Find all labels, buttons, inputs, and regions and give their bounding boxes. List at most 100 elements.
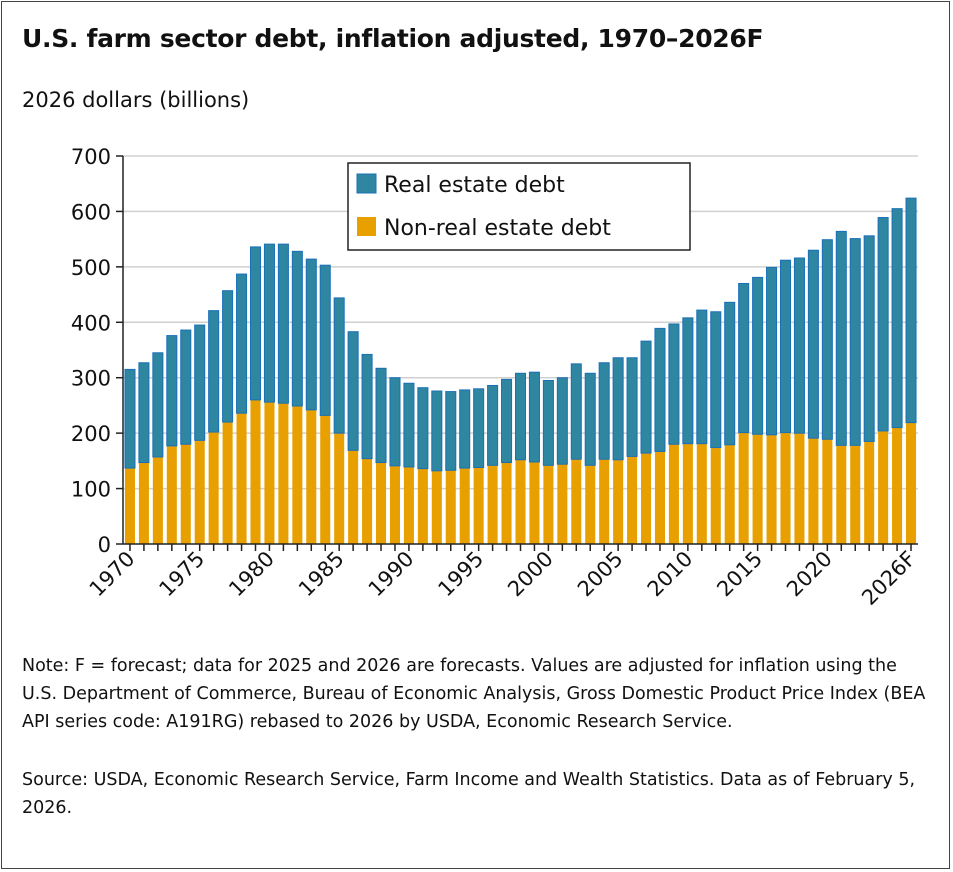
- bar-real-estate-debt: [556, 377, 568, 465]
- bar-non-real-estate-debt: [180, 444, 191, 544]
- bar-real-estate-debt: [682, 317, 694, 445]
- bar-non-real-estate-debt: [836, 445, 847, 544]
- bar-non-real-estate-debt: [543, 465, 554, 544]
- bar-non-real-estate-debt: [529, 461, 540, 544]
- bar-real-estate-debt: [807, 249, 819, 439]
- bar-non-real-estate-debt: [822, 439, 833, 544]
- bar-non-real-estate-debt: [501, 462, 512, 544]
- bar-non-real-estate-debt: [571, 459, 582, 544]
- bar-real-estate-debt: [347, 331, 359, 451]
- bar-real-estate-debt: [849, 238, 861, 446]
- bar-non-real-estate-debt: [808, 438, 819, 544]
- bar-real-estate-debt: [626, 357, 638, 457]
- bar-non-real-estate-debt: [627, 456, 638, 544]
- bar-non-real-estate-debt: [152, 456, 163, 544]
- legend-swatch-real-estate-debt: [356, 173, 377, 194]
- bar-non-real-estate-debt: [487, 465, 498, 544]
- bar-real-estate-debt: [375, 367, 387, 464]
- bar-non-real-estate-debt: [459, 468, 470, 544]
- bar-non-real-estate-debt: [138, 462, 149, 544]
- bar-non-real-estate-debt: [403, 466, 414, 544]
- bar-real-estate-debt: [542, 379, 554, 466]
- bar-non-real-estate-debt: [752, 434, 763, 544]
- bar-real-estate-debt: [584, 372, 596, 466]
- bar-real-estate-debt: [305, 258, 317, 411]
- y-tick-label: 600: [71, 200, 111, 224]
- bar-non-real-estate-debt: [334, 433, 345, 544]
- bar-non-real-estate-debt: [515, 459, 526, 544]
- bar-non-real-estate-debt: [682, 443, 693, 544]
- bar-real-estate-debt: [668, 323, 680, 445]
- bar-non-real-estate-debt: [320, 415, 331, 544]
- bar-non-real-estate-debt: [473, 467, 484, 544]
- bar-real-estate-debt: [779, 259, 792, 434]
- bar-real-estate-debt: [152, 352, 164, 458]
- bar-real-estate-debt: [891, 208, 903, 429]
- y-axis-label: 2026 dollars (billions): [22, 88, 250, 112]
- bar-non-real-estate-debt: [264, 402, 275, 544]
- bar-real-estate-debt: [835, 230, 847, 446]
- x-tick-label: 1980: [224, 547, 279, 602]
- bar-non-real-estate-debt: [306, 409, 317, 544]
- bar-non-real-estate-debt: [292, 405, 303, 544]
- x-tick-label: 1990: [364, 547, 419, 602]
- bar-non-real-estate-debt: [194, 440, 205, 544]
- x-tick-label: 1995: [433, 547, 488, 602]
- bar-real-estate-debt: [194, 324, 206, 441]
- bar-real-estate-debt: [724, 301, 736, 446]
- bar-non-real-estate-debt: [738, 432, 749, 544]
- bar-non-real-estate-debt: [724, 444, 735, 544]
- legend-label: Non-real estate debt: [384, 216, 611, 241]
- y-tick-label: 400: [71, 311, 111, 335]
- bar-non-real-estate-debt: [362, 458, 373, 544]
- bar-non-real-estate-debt: [124, 468, 135, 544]
- bar-real-estate-debt: [333, 297, 345, 434]
- bar-real-estate-debt: [487, 384, 499, 466]
- bar-non-real-estate-debt: [250, 399, 261, 544]
- bar-non-real-estate-debt: [696, 443, 707, 544]
- bar-non-real-estate-debt: [431, 470, 442, 544]
- bar-non-real-estate-debt: [278, 403, 289, 544]
- bar-real-estate-debt: [738, 282, 750, 434]
- bar-real-estate-debt: [877, 217, 889, 432]
- bar-non-real-estate-debt: [557, 464, 568, 544]
- bar-non-real-estate-debt: [445, 470, 456, 544]
- bar-non-real-estate-debt: [389, 465, 400, 544]
- bar-real-estate-debt: [445, 391, 457, 471]
- bar-real-estate-debt: [514, 372, 527, 461]
- bar-non-real-estate-debt: [906, 422, 917, 544]
- bar-real-estate-debt: [180, 329, 192, 445]
- bar-non-real-estate-debt: [166, 445, 177, 544]
- bar-non-real-estate-debt: [654, 451, 665, 544]
- bar-real-estate-debt: [389, 377, 401, 467]
- y-tick-label: 700: [71, 145, 111, 169]
- bar-real-estate-debt: [528, 371, 540, 463]
- bar-real-estate-debt: [249, 246, 262, 401]
- bar-real-estate-debt: [696, 309, 708, 445]
- bar-real-estate-debt: [793, 257, 805, 434]
- x-tick-label: 2010: [643, 547, 698, 602]
- bar-real-estate-debt: [138, 362, 150, 464]
- bar-real-estate-debt: [710, 311, 722, 449]
- legend: Real estate debt Non-real estate debt: [347, 162, 691, 251]
- bar-non-real-estate-debt: [236, 413, 247, 544]
- bar-real-estate-debt: [863, 235, 875, 442]
- bar-non-real-estate-debt: [599, 459, 610, 544]
- bar-real-estate-debt: [612, 357, 624, 461]
- bars: [124, 197, 917, 544]
- bar-real-estate-debt: [501, 378, 513, 464]
- bar-non-real-estate-debt: [794, 433, 805, 544]
- y-tick-label: 100: [71, 478, 111, 502]
- chart-title: U.S. farm sector debt, inflation adjuste…: [22, 24, 764, 53]
- bar-non-real-estate-debt: [222, 422, 233, 544]
- legend-swatch-non-real-estate-debt: [357, 217, 376, 236]
- bar-non-real-estate-debt: [780, 432, 791, 544]
- y-tick-label: 200: [71, 422, 111, 446]
- bar-real-estate-debt: [431, 390, 443, 472]
- bar-non-real-estate-debt: [376, 462, 387, 544]
- chart-source: Source: USDA, Economic Research Service,…: [22, 770, 916, 818]
- legend-label: Real estate debt: [384, 173, 565, 198]
- y-tick-label: 300: [71, 367, 111, 391]
